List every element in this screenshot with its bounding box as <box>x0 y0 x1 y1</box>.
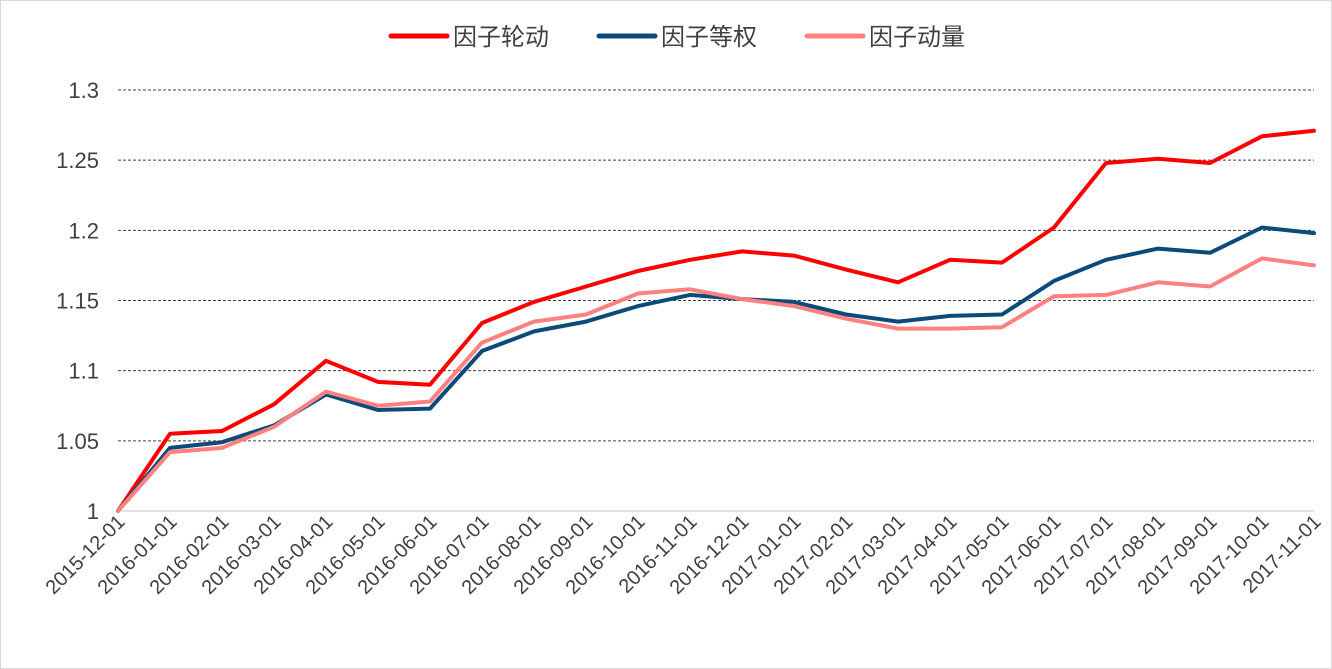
y-tick-label: 1.1 <box>68 359 99 384</box>
series-line-1 <box>116 225 1316 513</box>
gridlines <box>118 89 1314 442</box>
legend-label-0: 因子轮动 <box>453 24 549 51</box>
legend-label-1: 因子等权 <box>661 24 757 51</box>
series-line-0 <box>116 128 1316 513</box>
y-tick-label: 1.3 <box>68 78 99 103</box>
y-tick-label: 1.15 <box>56 289 99 314</box>
y-tick-label: 1 <box>87 499 99 524</box>
series-line-2 <box>116 256 1316 513</box>
legend: 因子轮动 因子等权 因子动量 <box>388 24 965 51</box>
legend-label-2: 因子动量 <box>869 24 965 51</box>
y-tick-label: 1.05 <box>56 429 99 454</box>
y-tick-label: 1.2 <box>68 218 99 243</box>
axes: 11.051.11.151.21.251.32015-12-012016-01-… <box>42 78 1326 599</box>
series-lines <box>116 128 1316 513</box>
y-tick-label: 1.25 <box>56 148 99 173</box>
